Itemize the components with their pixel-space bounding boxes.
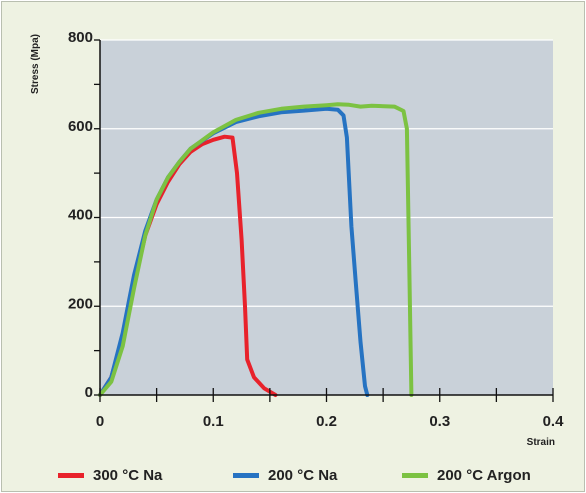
series-layer — [98, 102, 414, 397]
y-tick-label: 800 — [68, 29, 93, 46]
legend-label: 300 °C Na — [93, 466, 163, 484]
legend-label: 200 °C Argon — [437, 466, 531, 484]
x-tick-label: 0.3 — [429, 413, 450, 430]
y-tick-label: 600 — [68, 118, 93, 135]
y-axis-title: Stress (Mpa) — [30, 34, 41, 94]
legend-swatch — [58, 472, 84, 478]
x-tick-label: 0.2 — [316, 413, 337, 430]
x-tick-label: 0 — [96, 413, 104, 430]
y-tick-label: 400 — [68, 207, 93, 224]
legend-swatch — [233, 472, 259, 478]
legend-label: 200 °C Na — [268, 466, 338, 484]
gridlines — [100, 39, 553, 307]
ticks: 0 200 400 600 800 0 0.1 0.2 0.3 0.4 — [68, 29, 564, 430]
legend-item-300c-na: 300 °C Na — [58, 464, 162, 486]
x-tick-label: 0.4 — [543, 413, 565, 430]
y-tick-label: 200 — [68, 295, 93, 312]
legend-item-200c-na: 200 °C Na — [233, 464, 337, 486]
x-tick-label: 0.1 — [203, 413, 224, 430]
legend: 300 °C Na 200 °C Na 200 °C Argon — [2, 464, 584, 486]
series-line-2 — [98, 102, 414, 397]
x-axis-title: Strain — [527, 437, 555, 448]
y-tick-label: 0 — [85, 384, 93, 401]
legend-swatch — [402, 472, 428, 478]
legend-item-200c-argon: 200 °C Argon — [402, 464, 531, 486]
